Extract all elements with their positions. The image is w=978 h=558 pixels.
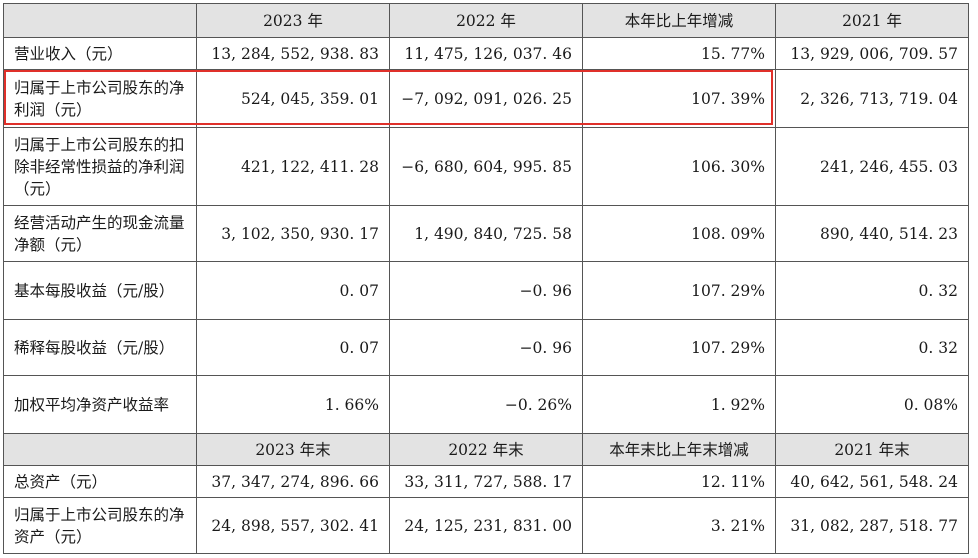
cell-2022: 33, 311, 727, 588. 17 [389, 465, 583, 498]
row-label-basic-eps: 基本每股收益（元/股） [3, 261, 197, 320]
cell-2023: 524, 045, 359. 01 [196, 69, 390, 128]
cell-2022: −6, 680, 604, 995. 85 [389, 127, 583, 206]
row-label-net-assets: 归属于上市公司股东的净资产（元） [3, 497, 197, 554]
table-row: 归属于上市公司股东的净利润（元） 524, 045, 359. 01 −7, 0… [3, 69, 969, 128]
cell-change: 107. 39% [582, 69, 776, 128]
cell-change: 108. 09% [582, 205, 776, 262]
header-2022: 2022 年 [389, 3, 583, 38]
header-change: 本年比上年增减 [582, 3, 776, 38]
table-row: 加权平均净资产收益率 1. 66% −0. 26% 1. 92% 0. 08% [3, 375, 969, 434]
table-row: 归属于上市公司股东的净资产（元） 24, 898, 557, 302. 41 2… [3, 497, 969, 554]
cell-2022: 24, 125, 231, 831. 00 [389, 497, 583, 554]
cell-2023: 0. 07 [196, 319, 390, 376]
cell-2023: 1. 66% [196, 375, 390, 434]
row-label-deducted-net-profit: 归属于上市公司股东的扣除非经常性损益的净利润（元） [3, 127, 197, 206]
table-row: 稀释每股收益（元/股） 0. 07 −0. 96 107. 29% 0. 32 [3, 319, 969, 376]
header-blank [3, 3, 197, 38]
cell-2023: 0. 07 [196, 261, 390, 320]
header-2021-end: 2021 年末 [775, 433, 969, 466]
cell-2021: 40, 642, 561, 548. 24 [775, 465, 969, 498]
row-label-revenue: 营业收入（元） [3, 37, 197, 70]
table-row: 归属于上市公司股东的扣除非经常性损益的净利润（元） 421, 122, 411.… [3, 127, 969, 206]
cell-2021: 13, 929, 006, 709. 57 [775, 37, 969, 70]
cell-2021: 241, 246, 455. 03 [775, 127, 969, 206]
cell-2021: 31, 082, 287, 518. 77 [775, 497, 969, 554]
cell-2023: 3, 102, 350, 930. 17 [196, 205, 390, 262]
cell-change: 106. 30% [582, 127, 776, 206]
row-label-total-assets: 总资产（元） [3, 465, 197, 498]
row-label-net-profit: 归属于上市公司股东的净利润（元） [3, 69, 197, 128]
row-label-diluted-eps: 稀释每股收益（元/股） [3, 319, 197, 376]
table-row: 营业收入（元） 13, 284, 552, 938. 83 11, 475, 1… [3, 37, 969, 70]
cell-2022: 1, 490, 840, 725. 58 [389, 205, 583, 262]
financial-summary-table: 2023 年 2022 年 本年比上年增减 2021 年 营业收入（元） 13,… [3, 3, 969, 554]
header-2023: 2023 年 [196, 3, 390, 38]
row-label-operating-cash-flow: 经营活动产生的现金流量净额（元） [3, 205, 197, 262]
cell-2023: 421, 122, 411. 28 [196, 127, 390, 206]
cell-2021: 0. 32 [775, 319, 969, 376]
header-row-annual: 2023 年 2022 年 本年比上年增减 2021 年 [3, 3, 969, 38]
cell-change: 107. 29% [582, 319, 776, 376]
cell-2023: 24, 898, 557, 302. 41 [196, 497, 390, 554]
cell-2022: −0. 26% [389, 375, 583, 434]
cell-2021: 0. 08% [775, 375, 969, 434]
row-label-weighted-roe: 加权平均净资产收益率 [3, 375, 197, 434]
header-blank [3, 433, 197, 466]
header-row-year-end: 2023 年末 2022 年末 本年末比上年末增减 2021 年末 [3, 433, 969, 466]
cell-2021: 890, 440, 514. 23 [775, 205, 969, 262]
cell-2022: 11, 475, 126, 037. 46 [389, 37, 583, 70]
financial-table-container: 2023 年 2022 年 本年比上年增减 2021 年 营业收入（元） 13,… [3, 3, 969, 554]
table-row: 总资产（元） 37, 347, 274, 896. 66 33, 311, 72… [3, 465, 969, 498]
cell-change: 12. 11% [582, 465, 776, 498]
cell-2022: −0. 96 [389, 319, 583, 376]
cell-2022: −0. 96 [389, 261, 583, 320]
cell-2022: −7, 092, 091, 026. 25 [389, 69, 583, 128]
header-2021: 2021 年 [775, 3, 969, 38]
cell-change: 107. 29% [582, 261, 776, 320]
cell-change: 3. 21% [582, 497, 776, 554]
table-row: 经营活动产生的现金流量净额（元） 3, 102, 350, 930. 17 1,… [3, 205, 969, 262]
header-change-end: 本年末比上年末增减 [582, 433, 776, 466]
cell-2021: 2, 326, 713, 719. 04 [775, 69, 969, 128]
table-row: 基本每股收益（元/股） 0. 07 −0. 96 107. 29% 0. 32 [3, 261, 969, 320]
cell-2023: 13, 284, 552, 938. 83 [196, 37, 390, 70]
cell-change: 15. 77% [582, 37, 776, 70]
header-2023-end: 2023 年末 [196, 433, 390, 466]
cell-change: 1. 92% [582, 375, 776, 434]
cell-2023: 37, 347, 274, 896. 66 [196, 465, 390, 498]
cell-2021: 0. 32 [775, 261, 969, 320]
header-2022-end: 2022 年末 [389, 433, 583, 466]
